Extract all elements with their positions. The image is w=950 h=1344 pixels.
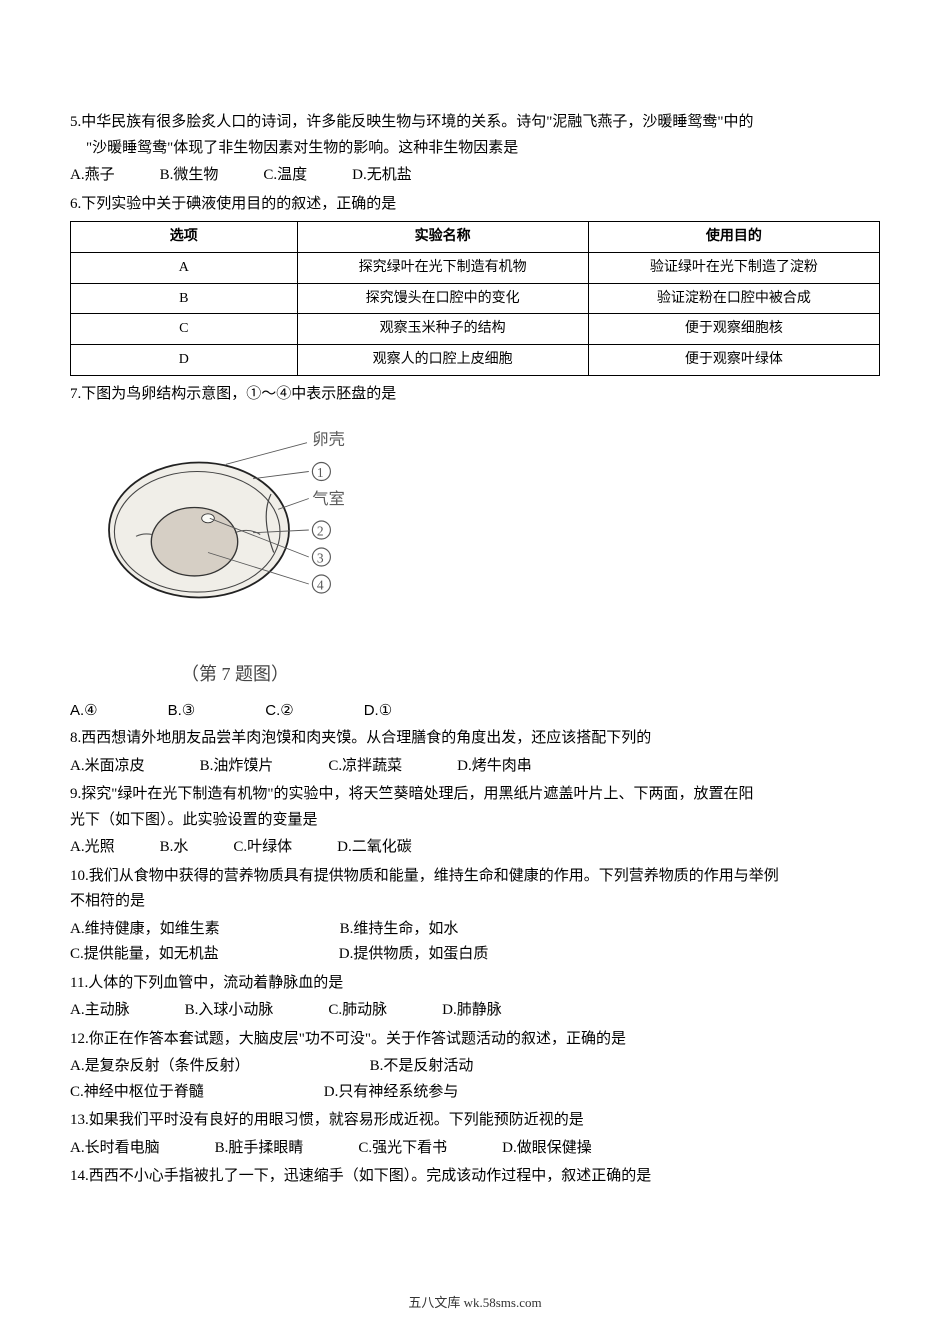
q7-opt-d: D.① bbox=[364, 698, 392, 724]
question-13: 13.如果我们平时没有良好的用眼习惯，就容易形成近视。下列能预防近视的是 A.长… bbox=[70, 1108, 880, 1161]
q5-line2: "沙暖睡鸳鸯"体现了非生物因素对生物的影响。这种非生物因素是 bbox=[70, 136, 880, 162]
q5-opt-c: C.温度 bbox=[263, 163, 307, 189]
page-footer: 五八文库 wk.58sms.com bbox=[0, 1292, 950, 1314]
q7-opt-b: B.③ bbox=[168, 698, 196, 724]
q6-r0c0: A bbox=[71, 252, 298, 283]
label-4: 4 bbox=[317, 578, 324, 593]
q6-r0c1: 探究绿叶在光下制造有机物 bbox=[297, 252, 588, 283]
q13-opt-a: A.长时看电脑 bbox=[70, 1136, 160, 1162]
label-airspace: 气室 bbox=[312, 490, 344, 508]
q9-opt-d: D.二氧化碳 bbox=[337, 835, 412, 861]
question-12: 12.你正在作答本套试题，大脑皮层"功不可没"。关于作答试题活动的叙述，正确的是… bbox=[70, 1027, 880, 1106]
q6-r0c2: 验证绿叶在光下制造了淀粉 bbox=[588, 252, 879, 283]
table-header-row: 选项 实验名称 使用目的 bbox=[71, 222, 880, 253]
q6-th-0: 选项 bbox=[71, 222, 298, 253]
q10-opt-d: D.提供物质，如蛋白质 bbox=[339, 942, 489, 968]
q13-opt-b: B.脏手揉眼睛 bbox=[215, 1136, 304, 1162]
q6-r1c0: B bbox=[71, 283, 298, 314]
q10-opt-a: A.维持健康，如维生素 bbox=[70, 917, 220, 943]
leader-1 bbox=[253, 472, 309, 479]
q6-text: 6.下列实验中关于碘液使用目的的叙述，正确的是 bbox=[70, 192, 880, 218]
q6-r2c0: C bbox=[71, 314, 298, 345]
q11-opt-b: B.入球小动脉 bbox=[185, 998, 274, 1024]
q12-options: A.是复杂反射（条件反射） B.不是反射活动 C.神经中枢位于脊髓 D.只有神经… bbox=[70, 1054, 880, 1105]
q5-opt-b: B.微生物 bbox=[160, 163, 219, 189]
q13-opt-d: D.做眼保健操 bbox=[502, 1136, 592, 1162]
q7-opt-a: A.④ bbox=[70, 698, 98, 724]
q12-opt-c: C.神经中枢位于脊髓 bbox=[70, 1080, 204, 1106]
q10-line2: 不相符的是 bbox=[70, 889, 880, 915]
q6-r3c0: D bbox=[71, 345, 298, 376]
table-row: B 探究馒头在口腔中的变化 验证淀粉在口腔中被合成 bbox=[71, 283, 880, 314]
q11-text: 11.人体的下列血管中，流动着静脉血的是 bbox=[70, 971, 880, 997]
q12-opt-a: A.是复杂反射（条件反射） bbox=[70, 1054, 250, 1080]
q10-options: A.维持健康，如维生素 B.维持生命，如水 C.提供能量，如无机盐 D.提供物质… bbox=[70, 917, 880, 968]
question-11: 11.人体的下列血管中，流动着静脉血的是 A.主动脉 B.入球小动脉 C.肺动脉… bbox=[70, 971, 880, 1024]
q8-text: 8.西西想请外地朋友品尝羊肉泡馍和肉夹馍。从合理膳食的角度出发，还应该搭配下列的 bbox=[70, 726, 880, 752]
q10-opt-b: B.维持生命，如水 bbox=[340, 917, 459, 943]
q7-figure: 卵壳 1 气室 2 3 4 （第 7 题图） bbox=[100, 415, 880, 689]
q12-text: 12.你正在作答本套试题，大脑皮层"功不可没"。关于作答试题活动的叙述，正确的是 bbox=[70, 1027, 880, 1053]
question-10: 10.我们从食物中获得的营养物质具有提供物质和能量，维持生命和健康的作用。下列营… bbox=[70, 864, 880, 968]
q11-opt-d: D.肺静脉 bbox=[442, 998, 502, 1024]
q9-line1: 9.探究"绿叶在光下制造有机物"的实验中，将天竺葵暗处理后，用黑纸片遮盖叶片上、… bbox=[70, 782, 880, 808]
q11-opt-c: C.肺动脉 bbox=[328, 998, 387, 1024]
q10-line1: 10.我们从食物中获得的营养物质具有提供物质和能量，维持生命和健康的作用。下列营… bbox=[70, 864, 880, 890]
q9-options: A.光照 B.水 C.叶绿体 D.二氧化碳 bbox=[70, 835, 880, 861]
egg-diagram-svg: 卵壳 1 气室 2 3 4 bbox=[100, 415, 370, 645]
q11-opt-a: A.主动脉 bbox=[70, 998, 130, 1024]
q7-caption: （第 7 题图） bbox=[100, 659, 370, 690]
q7-text: 7.下图为鸟卵结构示意图，①～④中表示胚盘的是 bbox=[70, 382, 880, 408]
q10-opt-c: C.提供能量，如无机盐 bbox=[70, 942, 219, 968]
q8-options: A.米面凉皮 B.油炸馍片 C.凉拌蔬菜 D.烤牛肉串 bbox=[70, 754, 880, 780]
q8-opt-a: A.米面凉皮 bbox=[70, 754, 145, 780]
q13-options: A.长时看电脑 B.脏手揉眼睛 C.强光下看书 D.做眼保健操 bbox=[70, 1136, 880, 1162]
question-9: 9.探究"绿叶在光下制造有机物"的实验中，将天竺葵暗处理后，用黑纸片遮盖叶片上、… bbox=[70, 782, 880, 861]
table-row: C 观察玉米种子的结构 便于观察细胞核 bbox=[71, 314, 880, 345]
q6-th-2: 使用目的 bbox=[588, 222, 879, 253]
q12-opt-b: B.不是反射活动 bbox=[370, 1054, 474, 1080]
q6-r3c2: 便于观察叶绿体 bbox=[588, 345, 879, 376]
q6-table: 选项 实验名称 使用目的 A 探究绿叶在光下制造有机物 验证绿叶在光下制造了淀粉… bbox=[70, 221, 880, 376]
question-8: 8.西西想请外地朋友品尝羊肉泡馍和肉夹馍。从合理膳食的角度出发，还应该搭配下列的… bbox=[70, 726, 880, 779]
question-6: 6.下列实验中关于碘液使用目的的叙述，正确的是 选项 实验名称 使用目的 A 探… bbox=[70, 192, 880, 376]
q7-opt-c: C.② bbox=[265, 698, 293, 724]
label-1: 1 bbox=[317, 465, 324, 480]
egg-germinal-disc bbox=[202, 514, 215, 523]
q6-th-1: 实验名称 bbox=[297, 222, 588, 253]
q6-r2c1: 观察玉米种子的结构 bbox=[297, 314, 588, 345]
question-5: 5.中华民族有很多脍炙人口的诗词，许多能反映生物与环境的关系。诗句"泥融飞燕子，… bbox=[70, 110, 880, 189]
q8-opt-d: D.烤牛肉串 bbox=[457, 754, 532, 780]
q9-opt-a: A.光照 bbox=[70, 835, 115, 861]
table-row: D 观察人的口腔上皮细胞 便于观察叶绿体 bbox=[71, 345, 880, 376]
egg-yolk bbox=[151, 508, 237, 576]
q9-opt-b: B.水 bbox=[160, 835, 189, 861]
label-eggshell: 卵壳 bbox=[312, 431, 344, 449]
q12-opt-d: D.只有神经系统参与 bbox=[324, 1080, 459, 1106]
q8-opt-b: B.油炸馍片 bbox=[200, 754, 274, 780]
label-3: 3 bbox=[317, 551, 324, 566]
q9-opt-c: C.叶绿体 bbox=[233, 835, 292, 861]
q5-opt-d: D.无机盐 bbox=[352, 163, 412, 189]
question-14: 14.西西不小心手指被扎了一下，迅速缩手（如下图）。完成该动作过程中，叙述正确的… bbox=[70, 1164, 880, 1190]
q6-r2c2: 便于观察细胞核 bbox=[588, 314, 879, 345]
q6-r1c1: 探究馒头在口腔中的变化 bbox=[297, 283, 588, 314]
table-row: A 探究绿叶在光下制造有机物 验证绿叶在光下制造了淀粉 bbox=[71, 252, 880, 283]
label-2: 2 bbox=[317, 524, 324, 539]
q6-r1c2: 验证淀粉在口腔中被合成 bbox=[588, 283, 879, 314]
q11-options: A.主动脉 B.入球小动脉 C.肺动脉 D.肺静脉 bbox=[70, 998, 880, 1024]
q5-options: A.燕子 B.微生物 C.温度 D.无机盐 bbox=[70, 163, 880, 189]
q5-line1: 5.中华民族有很多脍炙人口的诗词，许多能反映生物与环境的关系。诗句"泥融飞燕子，… bbox=[70, 110, 880, 136]
q6-r3c1: 观察人的口腔上皮细胞 bbox=[297, 345, 588, 376]
q5-opt-a: A.燕子 bbox=[70, 163, 115, 189]
q9-line2: 光下（如下图）。此实验设置的变量是 bbox=[70, 808, 880, 834]
q7-options: A.④ B.③ C.② D.① bbox=[70, 698, 880, 724]
question-7: 7.下图为鸟卵结构示意图，①～④中表示胚盘的是 卵壳 bbox=[70, 382, 880, 723]
q14-text: 14.西西不小心手指被扎了一下，迅速缩手（如下图）。完成该动作过程中，叙述正确的… bbox=[70, 1164, 880, 1190]
q8-opt-c: C.凉拌蔬菜 bbox=[328, 754, 402, 780]
leader-eggshell bbox=[226, 443, 307, 465]
q13-text: 13.如果我们平时没有良好的用眼习惯，就容易形成近视。下列能预防近视的是 bbox=[70, 1108, 880, 1134]
q13-opt-c: C.强光下看书 bbox=[358, 1136, 447, 1162]
